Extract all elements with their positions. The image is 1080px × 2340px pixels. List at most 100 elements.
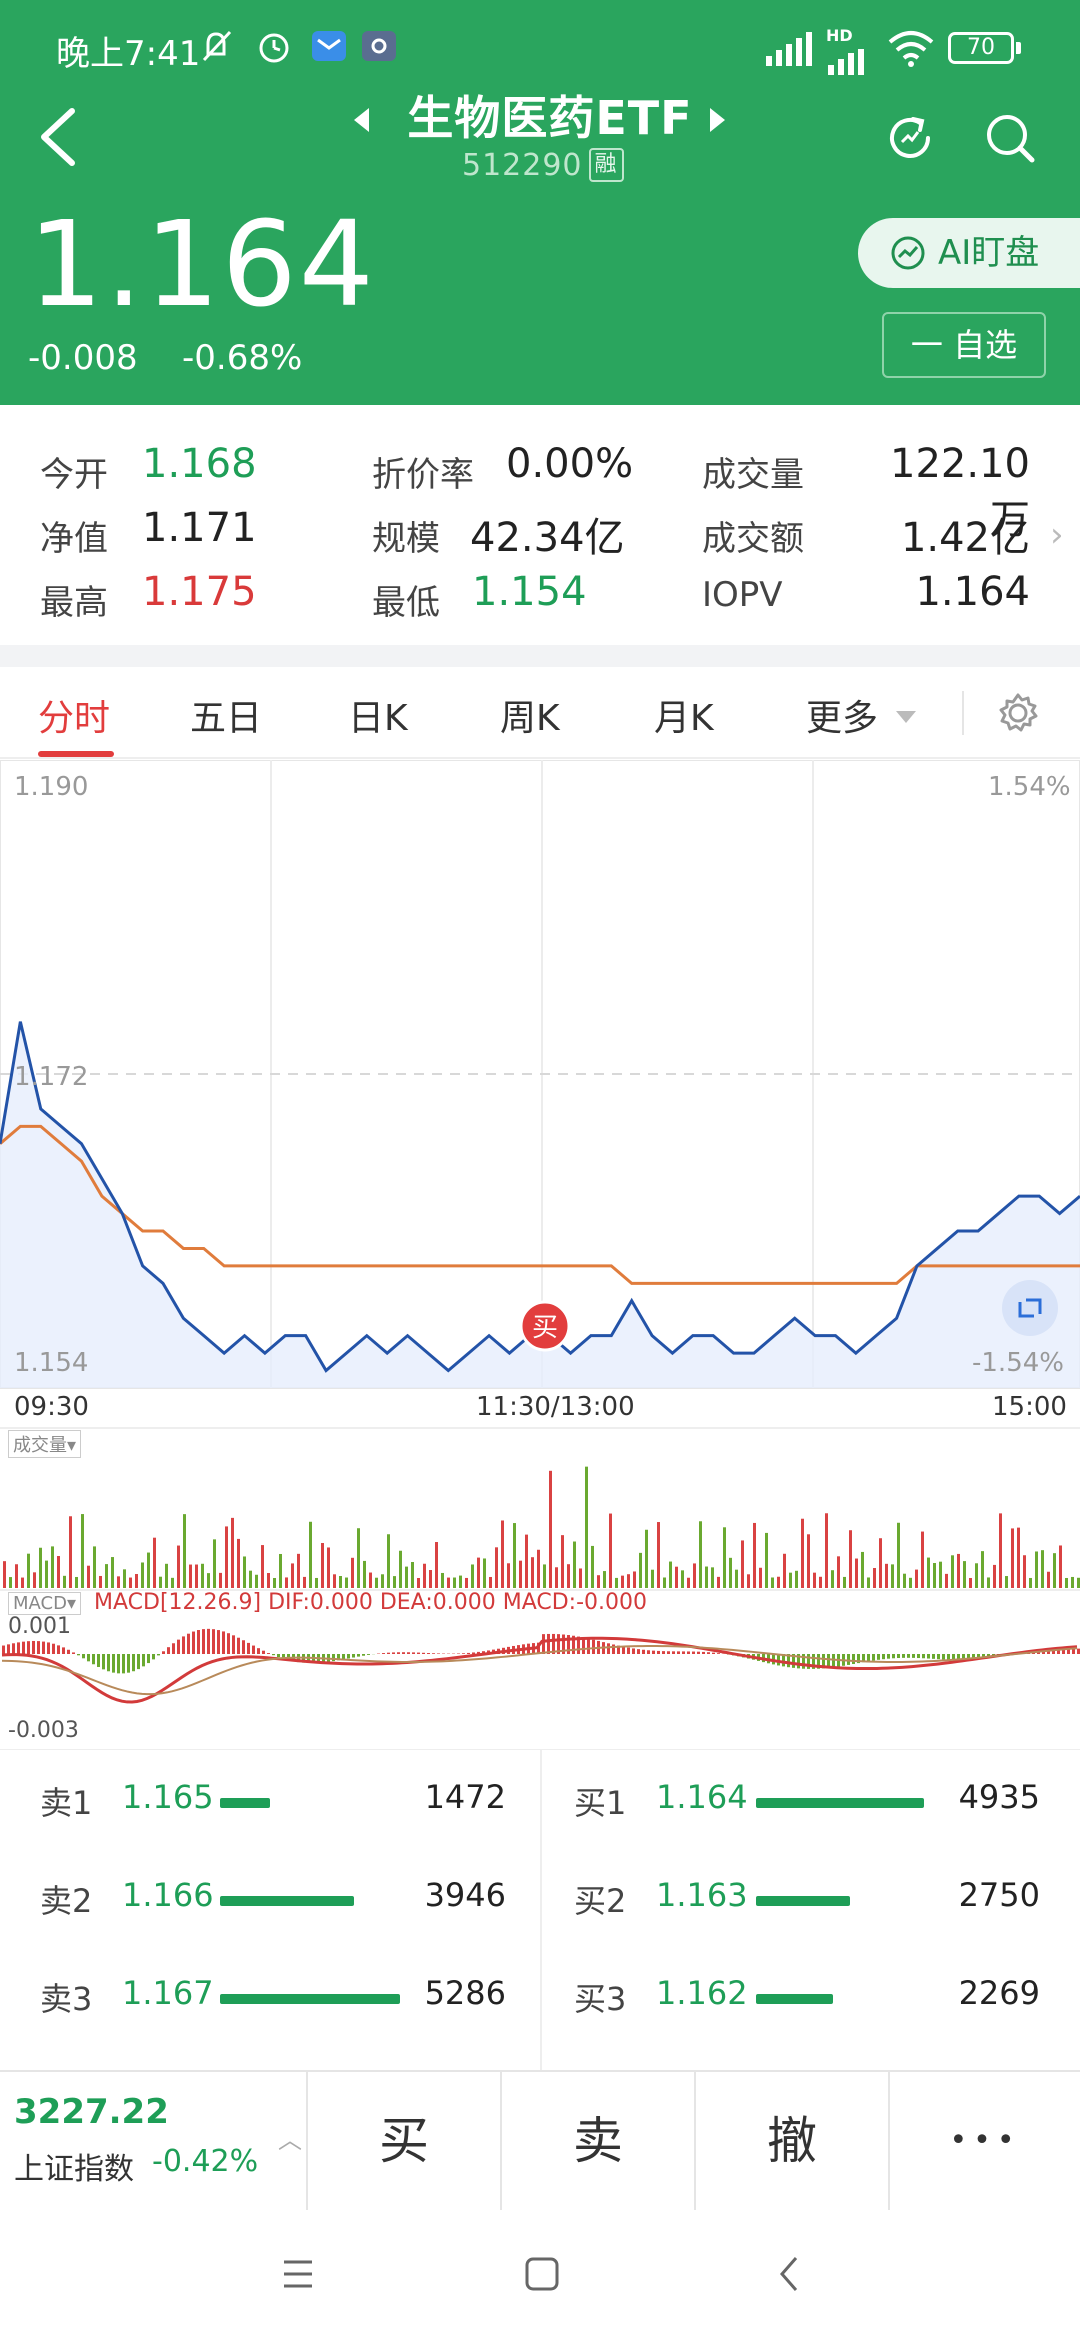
volume-bar bbox=[195, 1564, 198, 1588]
volume-bar bbox=[1047, 1571, 1050, 1588]
macd-bar bbox=[877, 1654, 880, 1660]
volume-bar bbox=[663, 1577, 666, 1588]
high-label: 最高 bbox=[40, 583, 108, 623]
prev-stock-icon[interactable] bbox=[354, 108, 369, 132]
volume-bar bbox=[537, 1549, 540, 1588]
macd-bar bbox=[342, 1654, 345, 1660]
volume-bar bbox=[963, 1561, 966, 1588]
macd-bar bbox=[7, 1644, 10, 1654]
volume-bar bbox=[123, 1569, 126, 1588]
intraday-chart[interactable]: 买 bbox=[0, 760, 1080, 1750]
volume-bar bbox=[177, 1545, 180, 1588]
macd-bar bbox=[652, 1650, 655, 1654]
volume-bar bbox=[915, 1569, 918, 1588]
buy-marker[interactable]: 买 bbox=[519, 1300, 571, 1352]
macd-bar bbox=[1057, 1647, 1060, 1654]
sell-3-volume-bar bbox=[220, 1994, 400, 2004]
volume-bar bbox=[813, 1572, 816, 1588]
sell-2-volume-bar bbox=[220, 1896, 354, 1906]
next-stock-icon[interactable] bbox=[710, 108, 725, 132]
tab-intraday[interactable]: 分时 bbox=[38, 698, 111, 739]
macd-bar bbox=[612, 1644, 615, 1654]
volume-bar bbox=[771, 1577, 774, 1588]
tab-five-day[interactable]: 五日 bbox=[190, 698, 263, 739]
menu-icon[interactable] bbox=[278, 2254, 318, 2294]
volume-bar bbox=[1029, 1577, 1032, 1588]
volume-bar bbox=[375, 1577, 378, 1588]
buy-1-label: 买1 bbox=[574, 1784, 627, 1822]
bell-muted-icon bbox=[202, 30, 232, 62]
volume-bar bbox=[255, 1574, 258, 1588]
signal-2-icon bbox=[828, 49, 864, 75]
active-tab-indicator bbox=[38, 751, 114, 757]
macd-bar bbox=[897, 1654, 900, 1659]
buy-button[interactable]: 买 bbox=[306, 2072, 500, 2210]
cancel-order-button[interactable]: 撤 bbox=[694, 2072, 888, 2210]
macd-bar bbox=[867, 1654, 870, 1662]
volume-bar bbox=[111, 1557, 114, 1588]
status-bar: 晚上7:41 HD bbox=[0, 0, 1080, 95]
tab-daily-k[interactable]: 日K bbox=[348, 698, 408, 739]
volume-bar bbox=[759, 1567, 762, 1588]
title-wrapper: 生物医药ETF bbox=[340, 82, 760, 148]
volume-bar bbox=[105, 1564, 108, 1588]
zoom-button[interactable] bbox=[1002, 1280, 1058, 1336]
volume-bar bbox=[651, 1569, 654, 1588]
macd-bar bbox=[962, 1654, 965, 1660]
macd-bar bbox=[802, 1654, 805, 1669]
macd-bar bbox=[657, 1650, 660, 1654]
quote-panel[interactable]: 今开 1.168 净值 1.171 最高 1.175 折价率 0.00% 规模 … bbox=[0, 405, 1080, 645]
macd-bar bbox=[467, 1652, 470, 1654]
volume-bar bbox=[531, 1557, 534, 1588]
volume-bar bbox=[45, 1560, 48, 1588]
macd-bar bbox=[472, 1652, 475, 1654]
macd-bar bbox=[422, 1652, 425, 1654]
macd-bar bbox=[382, 1653, 385, 1654]
volume-bar bbox=[561, 1535, 564, 1588]
volume-bar bbox=[183, 1514, 186, 1588]
volume-bar bbox=[87, 1565, 90, 1588]
macd-bar bbox=[777, 1654, 780, 1666]
back-arrow-icon[interactable] bbox=[36, 105, 80, 169]
volume-bar bbox=[309, 1521, 312, 1588]
search-icon[interactable] bbox=[980, 108, 1040, 168]
more-button[interactable]: ••• bbox=[888, 2072, 1080, 2210]
tab-monthly-k[interactable]: 月K bbox=[654, 698, 714, 739]
sell-button[interactable]: 卖 bbox=[500, 2072, 694, 2210]
sell-3-price: 1.167 bbox=[122, 1974, 214, 2012]
volume-bar bbox=[489, 1576, 492, 1588]
volume-bar bbox=[423, 1563, 426, 1588]
volume-bar bbox=[9, 1577, 12, 1588]
macd-bar bbox=[332, 1654, 335, 1662]
macd-bar bbox=[852, 1654, 855, 1665]
macd-bar bbox=[102, 1654, 105, 1670]
tab-more[interactable]: 更多 bbox=[806, 698, 879, 739]
macd-bar bbox=[967, 1654, 970, 1660]
macd-indicator-selector[interactable]: MACD▾ bbox=[8, 1592, 82, 1615]
remove-watchlist-button[interactable]: 一 自选 bbox=[882, 312, 1046, 378]
tab-weekly-k[interactable]: 周K bbox=[500, 698, 560, 739]
index-ticker[interactable]: 3227.22 上证指数 -0.42% ︿ bbox=[0, 2072, 306, 2210]
volume-bar bbox=[645, 1529, 648, 1588]
volume-bar bbox=[21, 1577, 24, 1588]
macd-bar bbox=[567, 1635, 570, 1654]
volume-indicator-selector[interactable]: 成交量▾ bbox=[8, 1430, 82, 1458]
macd-bar bbox=[687, 1651, 690, 1654]
macd-bar bbox=[832, 1654, 835, 1668]
volume-bar bbox=[957, 1553, 960, 1588]
macd-bar bbox=[112, 1654, 115, 1673]
macd-bar bbox=[482, 1651, 485, 1654]
macd-bar bbox=[1067, 1647, 1070, 1654]
macd-bar bbox=[137, 1654, 140, 1670]
nav-back-icon[interactable] bbox=[770, 2254, 810, 2294]
home-icon[interactable] bbox=[522, 2254, 562, 2294]
volume-bar bbox=[315, 1577, 318, 1588]
price-change-pct: -0.68% bbox=[182, 338, 303, 378]
ai-monitor-button[interactable]: AI盯盘 bbox=[858, 218, 1080, 288]
margin-badge: 融 bbox=[588, 148, 624, 182]
gear-icon[interactable] bbox=[996, 691, 1040, 735]
volume-bar bbox=[213, 1539, 216, 1588]
volume-bar bbox=[687, 1577, 690, 1588]
pct-axis-bottom: -1.54% bbox=[972, 1348, 1064, 1378]
refresh-icon[interactable] bbox=[880, 108, 940, 168]
